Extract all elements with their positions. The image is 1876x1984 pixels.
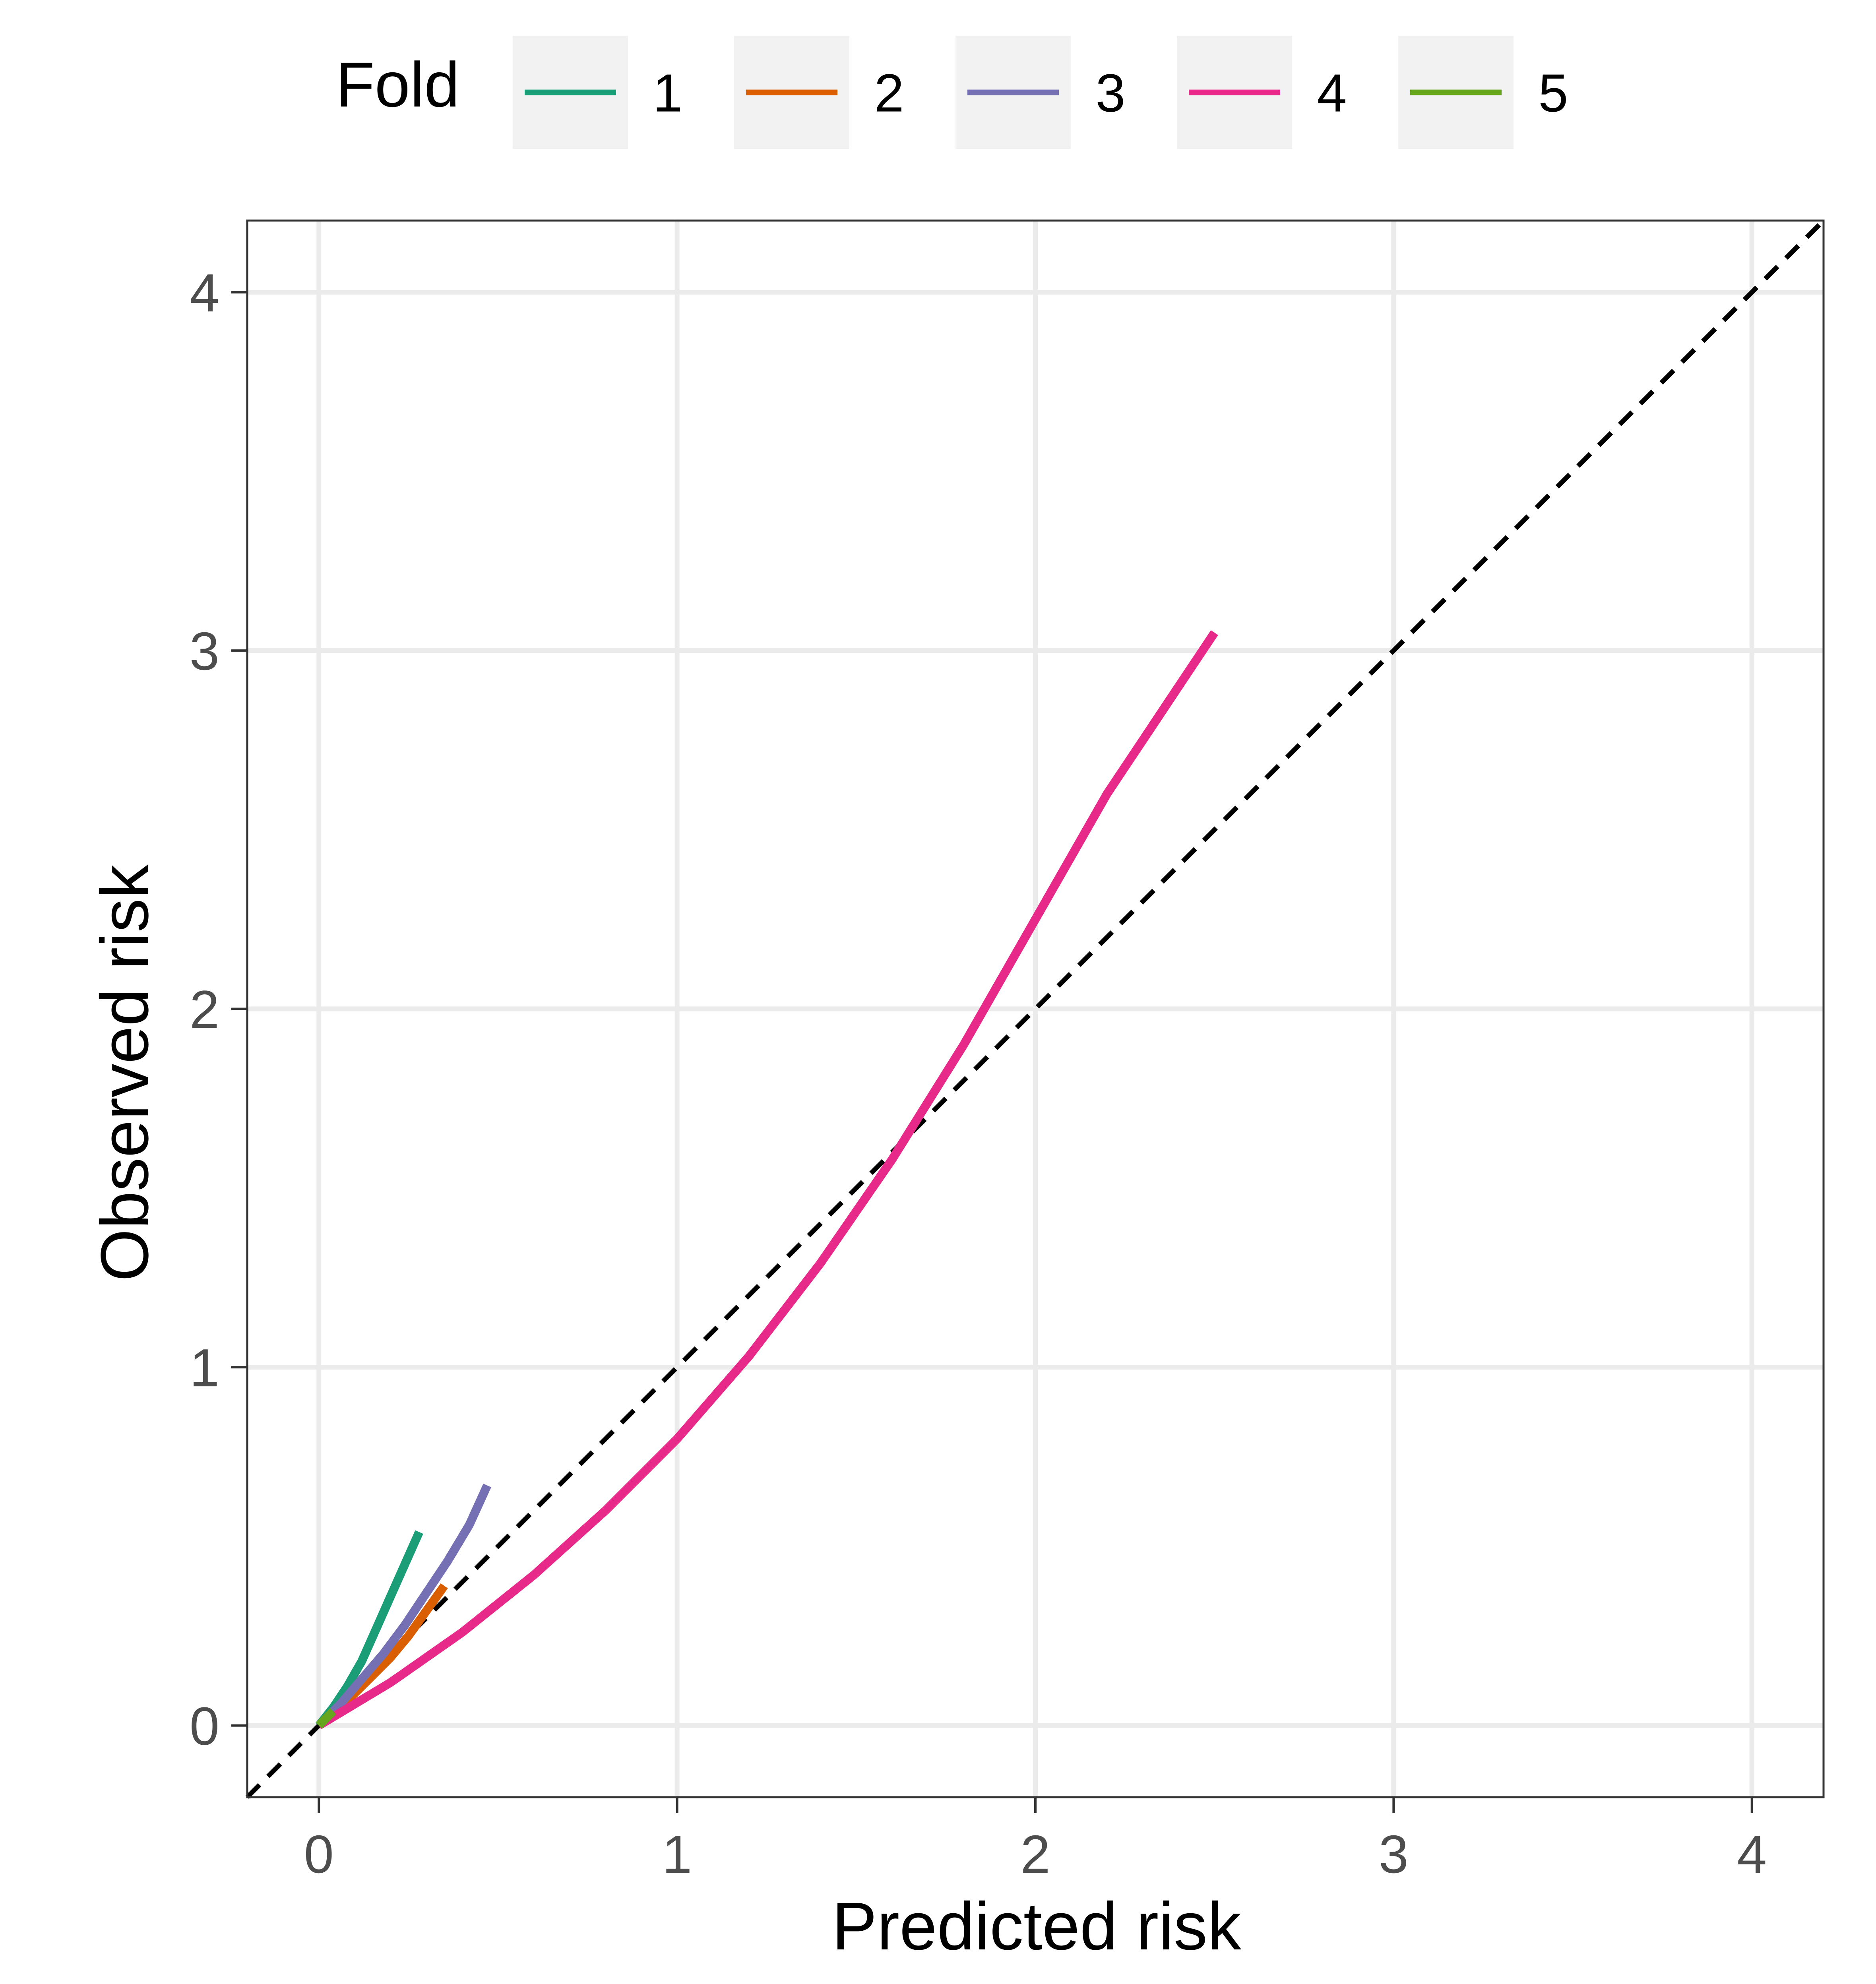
y-axis-title: Observed risk (87, 864, 163, 1282)
legend-label: 3 (1095, 63, 1125, 123)
y-tick-label: 3 (190, 621, 219, 681)
series-layer (315, 630, 1218, 1730)
x-axis-title: Predicted risk (832, 1889, 1242, 1964)
reference-identity-line (245, 219, 1826, 1799)
legend: Fold 1 2 3 4 5 (336, 36, 1568, 149)
x-tick-label: 2 (1020, 1824, 1050, 1884)
y-axis: 0 1 2 3 4 (190, 263, 247, 1756)
legend-label: 2 (874, 63, 904, 123)
legend-label: 1 (653, 63, 682, 123)
y-tick-label: 1 (190, 1338, 219, 1398)
grid-lines (247, 221, 1824, 1797)
x-tick-label: 0 (304, 1824, 334, 1884)
y-tick-label: 0 (190, 1696, 219, 1756)
legend-item-fold-5: 5 (1398, 36, 1568, 149)
x-tick-label: 1 (662, 1824, 692, 1884)
x-tick-label: 4 (1737, 1824, 1767, 1884)
y-tick-label: 4 (190, 263, 219, 323)
y-tick-label: 2 (190, 980, 219, 1040)
plot-panel (245, 219, 1826, 1799)
legend-label: 5 (1538, 63, 1568, 123)
series-line-fold-4 (316, 630, 1218, 1730)
legend-item-fold-1: 1 (513, 36, 683, 149)
series-line-fold-5 (316, 1708, 337, 1729)
legend-items: 1 2 3 4 5 (513, 36, 1568, 149)
legend-title: Fold (336, 49, 459, 120)
legend-item-fold-3: 3 (955, 36, 1126, 149)
legend-item-fold-2: 2 (734, 36, 904, 149)
legend-label: 4 (1317, 63, 1347, 123)
legend-item-fold-4: 4 (1177, 36, 1347, 149)
series-line-fold-3 (316, 1484, 491, 1729)
x-tick-label: 3 (1379, 1824, 1409, 1884)
x-axis: 0 1 2 3 4 (304, 1797, 1767, 1884)
